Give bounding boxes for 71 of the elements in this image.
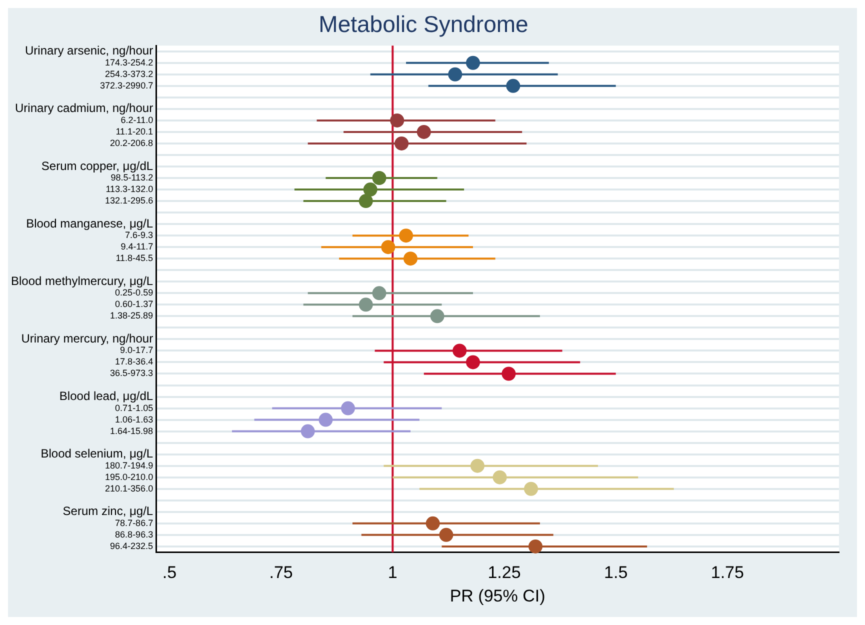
point	[506, 78, 520, 93]
point	[394, 136, 409, 150]
y-tick-label: 98.5-113.2	[110, 172, 154, 182]
point	[466, 355, 480, 370]
point	[466, 56, 480, 70]
point	[524, 482, 538, 496]
y-tick-label: Blood manganese, μg/L	[26, 216, 154, 230]
point	[426, 516, 440, 530]
y-tick-label: 174.3-254.2	[105, 57, 154, 68]
chart-title: Metabolic Syndrome	[318, 11, 528, 38]
y-tick-label: 9.0-17.7	[120, 345, 154, 356]
point	[390, 113, 404, 128]
x-tick-label: 1.75	[710, 563, 744, 582]
point	[358, 194, 373, 208]
point	[318, 412, 333, 427]
point	[300, 424, 315, 438]
y-tick-label: 1.64-15.98	[110, 426, 154, 436]
y-tick-label: 1.06-1.63	[115, 414, 154, 424]
x-axis-title: PR (95% CI)	[450, 586, 546, 606]
point	[528, 539, 542, 554]
y-tick-label: 9.4-11.7	[120, 242, 154, 252]
y-tick-label: Urinary arsenic, ng/hour	[25, 44, 154, 58]
point	[416, 124, 431, 139]
point	[404, 252, 418, 266]
x-tick-label: .75	[269, 563, 293, 582]
y-tick-label: 11.1-20.1	[116, 126, 154, 136]
y-tick-label: 210.1-356.0	[105, 483, 154, 494]
y-tick-label: Serum zinc, μg/L	[62, 504, 154, 518]
point	[430, 309, 444, 324]
point	[363, 182, 378, 197]
point	[452, 344, 467, 358]
point	[381, 240, 396, 254]
y-tick-label: 113.3-132.0	[106, 184, 154, 194]
y-tick-label: 254.3-373.2	[105, 68, 154, 79]
y-tick-label: Blood selenium, μg/L	[40, 446, 154, 461]
y-tick-label: 0.25-0.59	[115, 288, 154, 298]
y-tick-label: 372.3-2990.7	[100, 80, 154, 90]
x-tick-label: .5	[162, 563, 177, 582]
point	[341, 401, 356, 416]
y-tick-label: 6.2-11.0	[120, 114, 154, 125]
y-tick-label: Serum copper, μg/dL	[41, 158, 154, 173]
y-tick-label: 78.7-86.7	[115, 518, 154, 528]
y-tick-label: Urinary mercury, ng/hour	[21, 332, 154, 346]
x-tick-label: 1.25	[488, 563, 521, 582]
x-tick-label: 1	[388, 563, 398, 582]
y-tick-label: 20.2-206.8	[110, 138, 154, 148]
y-tick-label: 86.8-96.3	[115, 529, 154, 540]
point	[372, 171, 386, 186]
y-tick-label: 132.1-295.6	[105, 196, 154, 206]
y-tick-label: 0.60-1.37	[115, 299, 154, 310]
point	[358, 298, 373, 312]
y-tick-label: 7.6-9.3	[125, 230, 154, 240]
y-tick-label: 195.0-210.0	[105, 472, 154, 482]
point	[439, 528, 454, 542]
x-tick-label: 1.5	[604, 563, 628, 582]
y-tick-label: 36.5-973.3	[110, 368, 154, 378]
y-tick-label: Blood lead, μg/dL	[59, 389, 154, 404]
point	[492, 470, 507, 484]
y-tick-label: 11.8-45.5	[116, 253, 154, 264]
point	[448, 67, 462, 82]
point	[372, 286, 386, 300]
y-tick-label: 180.7-194.9	[105, 460, 154, 470]
point	[502, 366, 516, 381]
y-tick-label: Urinary cadmium, ng/hour	[15, 101, 154, 116]
point	[470, 458, 484, 473]
y-tick-label: 96.4-232.5	[110, 540, 154, 551]
y-tick-label: 1.38-25.89	[110, 310, 154, 321]
y-tick-label: Blood methylmercury, μg/L	[11, 274, 154, 288]
y-tick-label: 17.8-36.4	[115, 356, 154, 367]
point	[399, 228, 414, 243]
y-tick-label: 0.71-1.05	[115, 402, 154, 413]
